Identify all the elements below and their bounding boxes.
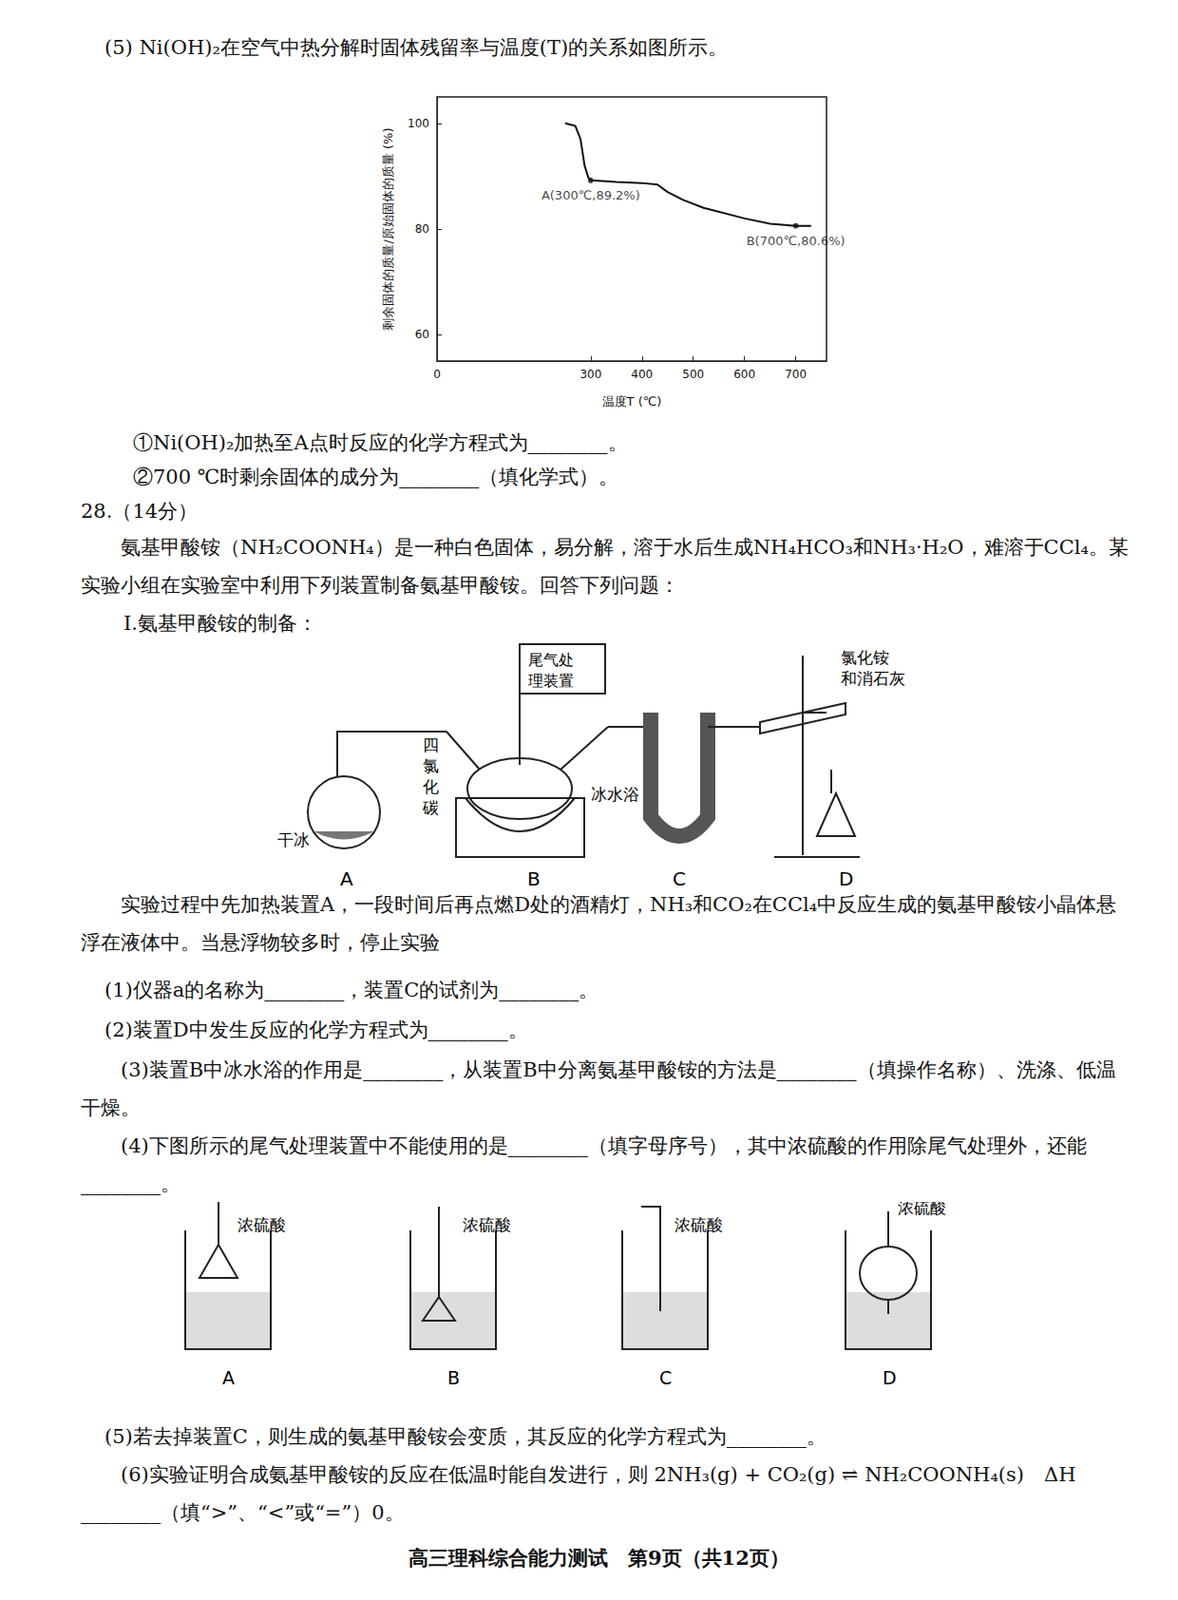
svg-text:理装置: 理装置 [528, 671, 574, 690]
svg-text:B(700℃,80.6%): B(700℃,80.6%) [746, 233, 846, 248]
svg-text:700: 700 [784, 367, 807, 381]
svg-text:温度T (℃): 温度T (℃) [602, 394, 663, 409]
svg-text:浓硫酸: 浓硫酸 [674, 1215, 723, 1235]
svg-text:化: 化 [422, 777, 439, 797]
svg-text:60: 60 [415, 327, 430, 342]
svg-text:A: A [340, 867, 354, 891]
svg-text:氯: 氯 [422, 756, 439, 776]
svg-text:80: 80 [415, 222, 430, 236]
html-text:(5) Ni(OH)₂在空气中热分解时固体残留率与温度(T): (5) Ni(OH)₂在空气中热分解时固体残留率与温度(T)的关系如图所示。 [104, 36, 728, 59]
svg-text:浓硫酸: 浓硫酸 [462, 1215, 512, 1235]
svg-text:B: B [527, 867, 541, 891]
html-text:28.（14分）: 28.（14分） [80, 499, 198, 523]
svg-text:0: 0 [433, 367, 441, 381]
svg-text:剩余固体的质量/原始固体的质量 (%): 剩余固体的质量/原始固体的质量 (%) [380, 127, 396, 330]
svg-text:浓硫酸: 浓硫酸 [897, 1201, 947, 1217]
svg-text:四: 四 [422, 735, 439, 755]
html-text:(1)仪器a的名称为________，装置C的试剂为____: (1)仪器a的名称为________，装置C的试剂为________。 [104, 978, 599, 1002]
svg-text:氯化铵: 氯化铵 [840, 647, 890, 667]
svg-text:500: 500 [682, 367, 704, 381]
html-text:①Ni(OH)₂加热至A点时反应的化学方程式为_______: ①Ni(OH)₂加热至A点时反应的化学方程式为________。 [133, 431, 628, 455]
svg-text:A(300℃,89.2%): A(300℃,89.2%) [541, 188, 641, 203]
html-text:(3)装置B中冰水浴的作用是________，从装置B中分离: (3)装置B中冰水浴的作用是________，从装置B中分离氨基甲酸铵的方法是_… [80, 1058, 1116, 1120]
html-text:(6)实验证明合成氨基甲酸铵的反应在低温时能自发进行，则 2: (6)实验证明合成氨基甲酸铵的反应在低温时能自发进行，则 2NH₃(g) + C… [80, 1463, 1076, 1524]
svg-text:和消石灰: 和消石灰 [840, 668, 906, 688]
html-text:氨基甲酸铵（NH₂COONH₄）是一种白色固体，易分解，溶于: 氨基甲酸铵（NH₂COONH₄）是一种白色固体，易分解，溶于水后生成NH₄HCO… [80, 535, 1129, 597]
svg-text:600: 600 [733, 367, 756, 381]
svg-text:D: D [838, 867, 854, 891]
svg-text:碳: 碳 [421, 798, 439, 817]
svg-text:D: D [882, 1367, 897, 1388]
svg-text:浓硫酸: 浓硫酸 [237, 1215, 286, 1235]
svg-text:C: C [659, 1367, 672, 1388]
html-text:(4)下图所示的尾气处理装置中不能使用的是________（: (4)下图所示的尾气处理装置中不能使用的是________（填字母序号），其中浓… [80, 1134, 1087, 1196]
svg-text:C: C [672, 867, 686, 891]
svg-text:100: 100 [407, 116, 430, 131]
html-text:(2)装置D中发生反应的化学方程式为________。: (2)装置D中发生反应的化学方程式为________。 [104, 1018, 528, 1042]
html-text:高三理科综合能力测试 第9页（共12页）: 高三理科综合能力测试 第9页（共12页） [408, 1545, 790, 1570]
svg-text:尾气处: 尾气处 [528, 650, 574, 669]
svg-text:400: 400 [630, 367, 653, 381]
html-text:Ⅰ.氨基甲酸铵的制备：: Ⅰ.氨基甲酸铵的制备： [123, 611, 318, 635]
svg-text:冰水浴: 冰水浴 [590, 784, 640, 804]
svg-text:干冰: 干冰 [277, 830, 310, 850]
svg-text:300: 300 [579, 367, 602, 381]
html-text:实验过程中先加热装置A，一段时间后再点燃D处的酒精灯，NH₃: 实验过程中先加热装置A，一段时间后再点燃D处的酒精灯，NH₃和CO₂在CCl₄中… [80, 893, 1117, 954]
html-text:(5)若去掉装置C，则生成的氨基甲酸铵会变质，其反应的化学方: (5)若去掉装置C，则生成的氨基甲酸铵会变质，其反应的化学方程式为_______… [104, 1425, 827, 1448]
svg-text:B: B [447, 1367, 460, 1388]
svg-text:A: A [222, 1367, 235, 1388]
html-text:②700 ℃时剩余固体的成分为________（填化学式）。: ②700 ℃时剩余固体的成分为________（填化学式）。 [133, 465, 619, 489]
